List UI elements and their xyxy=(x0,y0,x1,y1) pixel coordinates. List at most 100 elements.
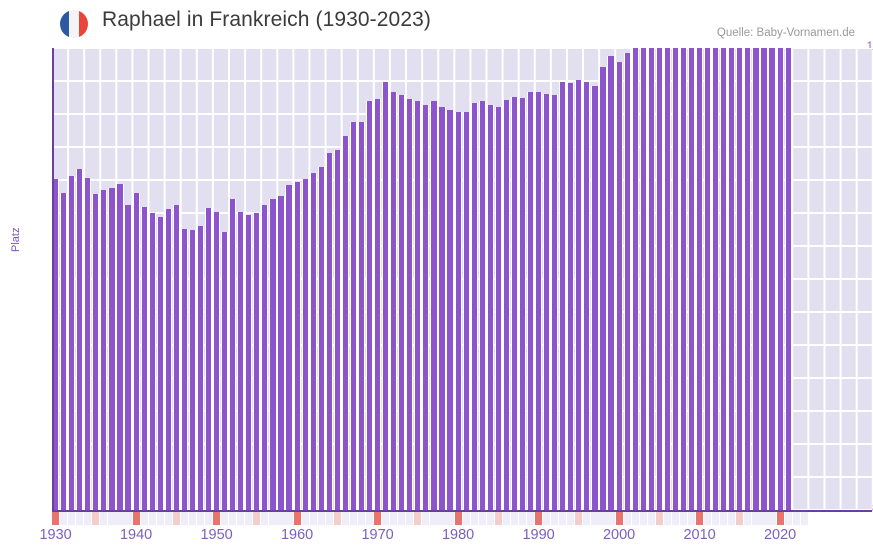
bar[interactable] xyxy=(535,92,543,510)
bar[interactable] xyxy=(768,48,776,510)
bar[interactable] xyxy=(382,82,390,510)
bar[interactable] xyxy=(687,48,696,510)
bar[interactable] xyxy=(510,97,519,510)
bar[interactable] xyxy=(301,179,309,510)
bar[interactable] xyxy=(647,48,655,510)
bar[interactable] xyxy=(679,48,688,510)
chart-header: Raphael in Frankreich (1930-2023) Quelle… xyxy=(0,0,873,46)
bar[interactable] xyxy=(575,80,583,510)
bar[interactable] xyxy=(269,199,277,510)
bar[interactable] xyxy=(325,153,333,510)
bar[interactable] xyxy=(213,212,221,510)
bar[interactable] xyxy=(760,48,768,510)
bar[interactable] xyxy=(84,178,92,510)
bar[interactable] xyxy=(68,176,76,510)
bar[interactable] xyxy=(631,48,639,510)
x-axis-label: 1940 xyxy=(119,527,153,543)
bar[interactable] xyxy=(430,101,438,510)
bar[interactable] xyxy=(422,105,430,510)
bar[interactable] xyxy=(253,213,261,510)
bar[interactable] xyxy=(60,193,68,510)
bar[interactable] xyxy=(398,95,406,510)
bar[interactable] xyxy=(390,92,398,510)
bar[interactable] xyxy=(559,82,567,510)
bar[interactable] xyxy=(704,48,712,510)
bar[interactable] xyxy=(583,82,591,510)
bar[interactable] xyxy=(543,94,551,510)
bar[interactable] xyxy=(518,98,527,510)
bar[interactable] xyxy=(132,193,140,510)
bar[interactable] xyxy=(108,188,116,510)
bar[interactable] xyxy=(100,190,108,510)
x-axis-tick xyxy=(567,512,575,525)
bar[interactable] xyxy=(663,48,671,510)
bar[interactable] xyxy=(639,48,647,510)
bar[interactable] xyxy=(744,48,752,510)
bar[interactable] xyxy=(494,107,502,510)
bar[interactable] xyxy=(365,101,374,510)
bar[interactable] xyxy=(406,99,414,510)
bar[interactable] xyxy=(196,226,205,510)
flag-stripe-red xyxy=(78,10,88,38)
x-axis-tick xyxy=(164,512,172,525)
bar[interactable] xyxy=(526,92,535,510)
bar[interactable] xyxy=(655,48,663,510)
bar[interactable] xyxy=(180,229,188,510)
bar[interactable] xyxy=(696,48,704,510)
x-axis-tick xyxy=(221,512,229,525)
bar[interactable] xyxy=(567,83,575,510)
bar[interactable] xyxy=(245,215,253,510)
bar[interactable] xyxy=(188,230,197,510)
x-axis-tick xyxy=(277,512,285,525)
bar[interactable] xyxy=(92,194,100,510)
bar[interactable] xyxy=(486,105,494,510)
bar[interactable] xyxy=(446,110,454,510)
bar[interactable] xyxy=(148,213,156,510)
bar[interactable] xyxy=(293,182,301,510)
bar[interactable] xyxy=(712,48,720,510)
bar[interactable] xyxy=(156,217,164,510)
bar[interactable] xyxy=(599,67,607,510)
bar[interactable] xyxy=(615,62,623,510)
bar[interactable] xyxy=(124,205,132,510)
bar[interactable] xyxy=(164,209,172,510)
bar[interactable] xyxy=(720,48,728,510)
bar[interactable] xyxy=(438,107,446,510)
bar[interactable] xyxy=(623,53,631,510)
bar[interactable] xyxy=(277,196,285,510)
bar[interactable] xyxy=(317,167,325,510)
bar[interactable] xyxy=(470,103,478,510)
bar[interactable] xyxy=(285,185,293,510)
bar[interactable] xyxy=(454,112,462,510)
bar[interactable] xyxy=(591,86,599,510)
bar[interactable] xyxy=(478,101,486,510)
bar[interactable] xyxy=(309,173,317,510)
bar[interactable] xyxy=(237,212,245,510)
bar[interactable] xyxy=(776,48,784,510)
bar[interactable] xyxy=(784,48,792,510)
bar[interactable] xyxy=(349,122,358,510)
bar[interactable] xyxy=(502,100,510,510)
bar[interactable] xyxy=(229,199,237,510)
bar[interactable] xyxy=(341,136,349,510)
bar[interactable] xyxy=(752,48,760,510)
bar[interactable] xyxy=(172,205,180,510)
bar[interactable] xyxy=(204,208,213,510)
bar[interactable] xyxy=(671,48,680,510)
bar[interactable] xyxy=(462,112,470,510)
bar[interactable] xyxy=(607,56,615,510)
bar[interactable] xyxy=(261,205,269,510)
bar[interactable] xyxy=(736,48,744,510)
bar[interactable] xyxy=(551,95,559,510)
bar[interactable] xyxy=(333,150,341,510)
bar[interactable] xyxy=(374,99,382,510)
bar[interactable] xyxy=(728,48,736,510)
bar[interactable] xyxy=(357,122,366,510)
x-axis-tick xyxy=(776,512,784,525)
bar[interactable] xyxy=(140,207,148,510)
bar[interactable] xyxy=(116,184,124,510)
bar[interactable] xyxy=(221,232,229,510)
bar[interactable] xyxy=(76,169,84,510)
y-axis-line xyxy=(52,48,54,512)
bar[interactable] xyxy=(414,101,422,510)
